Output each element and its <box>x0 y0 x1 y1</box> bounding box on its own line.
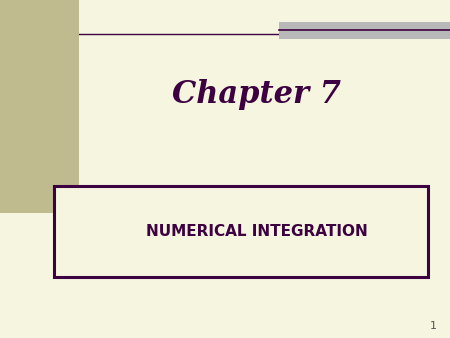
Text: Chapter 7: Chapter 7 <box>172 79 341 110</box>
Text: 1: 1 <box>429 321 436 331</box>
Bar <box>0 0 79 213</box>
Bar <box>54 186 428 277</box>
Text: NUMERICAL INTEGRATION: NUMERICAL INTEGRATION <box>146 224 367 239</box>
Bar <box>279 22 450 39</box>
